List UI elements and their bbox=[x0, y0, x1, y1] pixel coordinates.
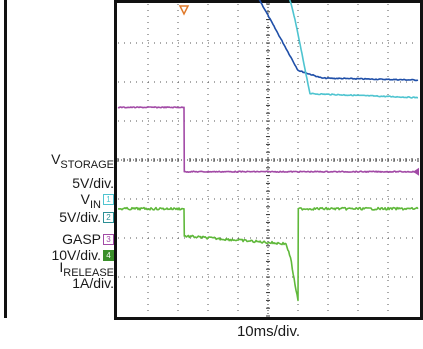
vin-scale-marker: 2 bbox=[103, 211, 114, 223]
trace-irelease bbox=[117, 206, 419, 302]
trace-vstorage bbox=[258, 0, 419, 82]
trace-gasp bbox=[117, 106, 419, 173]
vin-label: VIN 1 bbox=[81, 192, 114, 211]
gasp-channel-marker: 3 bbox=[103, 233, 114, 245]
irelease-channel-marker: 4 bbox=[103, 249, 114, 261]
vstorage-scale: 5V/div. bbox=[72, 175, 114, 191]
gasp-label: GASP 3 bbox=[62, 232, 114, 246]
time-scale-label: 10ms/div. bbox=[236, 323, 301, 340]
oscilloscope-plot bbox=[114, 0, 423, 320]
gasp-scale: 10V/div. 4 bbox=[51, 248, 114, 262]
trigger-position-marker bbox=[178, 5, 190, 16]
trace-vin bbox=[289, 0, 419, 99]
trigger-level-marker bbox=[413, 167, 419, 176]
irelease-scale: 1A/div. bbox=[72, 275, 114, 291]
vin-channel-marker: 1 bbox=[103, 193, 114, 205]
irelease-label: IRELEASE bbox=[59, 259, 114, 279]
vin-scale: 5V/div. 2 bbox=[59, 210, 114, 224]
left-screen-edge bbox=[0, 0, 7, 318]
vstorage-label: VSTORAGE bbox=[51, 151, 114, 171]
